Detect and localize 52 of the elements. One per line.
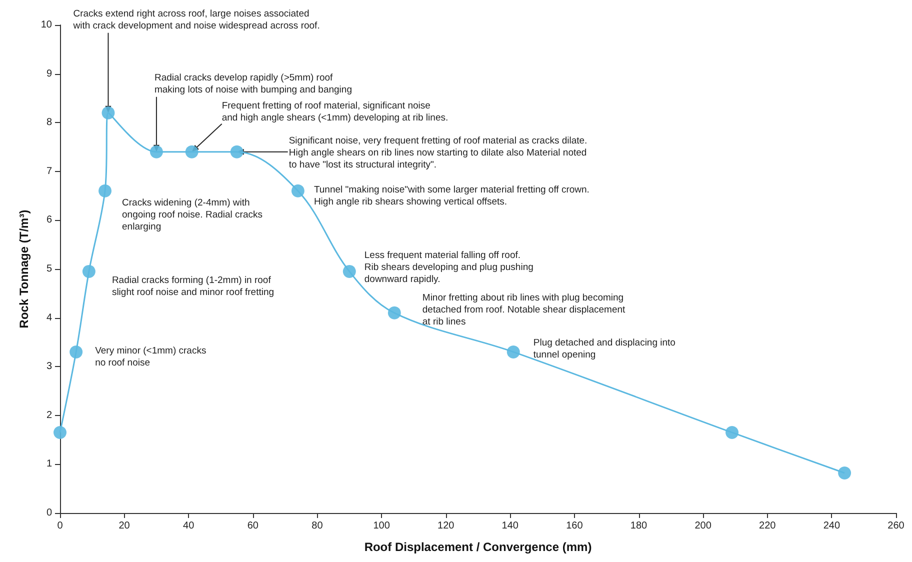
- x-tick-label: 200: [694, 520, 712, 532]
- point: [291, 184, 304, 198]
- y-tick-label: 5: [46, 264, 52, 274]
- y-tick-label: 10: [40, 20, 52, 30]
- point: [150, 145, 163, 158]
- point: [388, 306, 401, 320]
- y-tick-label: 9: [46, 68, 52, 80]
- x-tick-label: 120: [438, 520, 455, 532]
- x-tick-label: 80: [312, 520, 324, 532]
- point: [342, 264, 356, 278]
- x-tick-label: 260: [888, 520, 905, 532]
- x-tick-label: 20: [118, 520, 130, 532]
- annotation: Frequent fretting of roof material, significant noise and high angle shears (<1mm) developing at rib lines.: [222, 100, 448, 124]
- y-tick-label: 8: [46, 117, 52, 128]
- x-tick-label: 60: [247, 520, 259, 532]
- point: [838, 466, 852, 480]
- y-tick-label: 0: [46, 508, 52, 518]
- annotation: Cracks widening (2-4mm) with ongoing roof noise. Radial cracks enlarging: [122, 197, 263, 232]
- x-tick-label: 240: [823, 520, 840, 532]
- annotation: Minor fretting about rib lines with plug becoming detached from roof. Notable shear displacement at rib lines: [422, 292, 626, 328]
- annotation: Radial cracks forming (1-2mm) in roof slight roof noise and minor roof fretting: [112, 274, 274, 298]
- x-axis-title: Roof Displacement / Convergence (mm): [364, 540, 592, 554]
- y-tick-label: 7: [46, 166, 52, 177]
- point: [70, 345, 83, 358]
- x-tick-label: 40: [183, 520, 195, 532]
- x-tick-label: 140: [502, 520, 519, 532]
- x-tick-label: 0: [57, 520, 64, 532]
- y-tick-label: 1: [46, 458, 52, 470]
- x-tick-label: 160: [566, 520, 584, 532]
- point: [102, 106, 115, 120]
- point: [82, 264, 96, 278]
- x-tick-label: 220: [759, 520, 776, 532]
- point: [185, 145, 198, 158]
- point: [506, 345, 520, 358]
- point: [54, 426, 66, 439]
- annotation: Less frequent material falling off roof. Rib shears developing and plug pushing downward rapidly.: [364, 250, 534, 285]
- x-tick-label: 180: [630, 520, 648, 532]
- annotation: Very minor (<1mm) cracks no roof noise: [95, 345, 206, 368]
- y-tick-label: 6: [46, 214, 52, 226]
- annotation: Cracks extend right across roof, large noises associated with crack development and noise widespread across roof.: [72, 8, 320, 32]
- annotation: Radial cracks develop rapidly (>5mm) roof making lots of noise with bumping and banging: [154, 72, 352, 96]
- point: [726, 426, 739, 439]
- x-tick-label: 100: [373, 520, 390, 532]
- y-axis-title: Rock Tonnage (T/m³): [16, 210, 31, 328]
- y-tick-label: 2: [46, 410, 52, 421]
- annotation: Significant noise, very frequent fretting of roof material as cracks dilate. High angle shears on rib lines now starting to dilate also Material noted to have "lost its structural integrity".: [288, 135, 588, 170]
- y-tick-label: 4: [46, 312, 52, 324]
- y-tick-label: 3: [46, 361, 52, 372]
- annotation: Plug detached and displacing into tunnel opening: [533, 337, 676, 360]
- point: [98, 184, 112, 198]
- point: [230, 145, 244, 158]
- annotation: Tunnel "making noise"with some larger material fretting off crown. High angle rib shears showing vertical offsets.: [314, 184, 590, 208]
